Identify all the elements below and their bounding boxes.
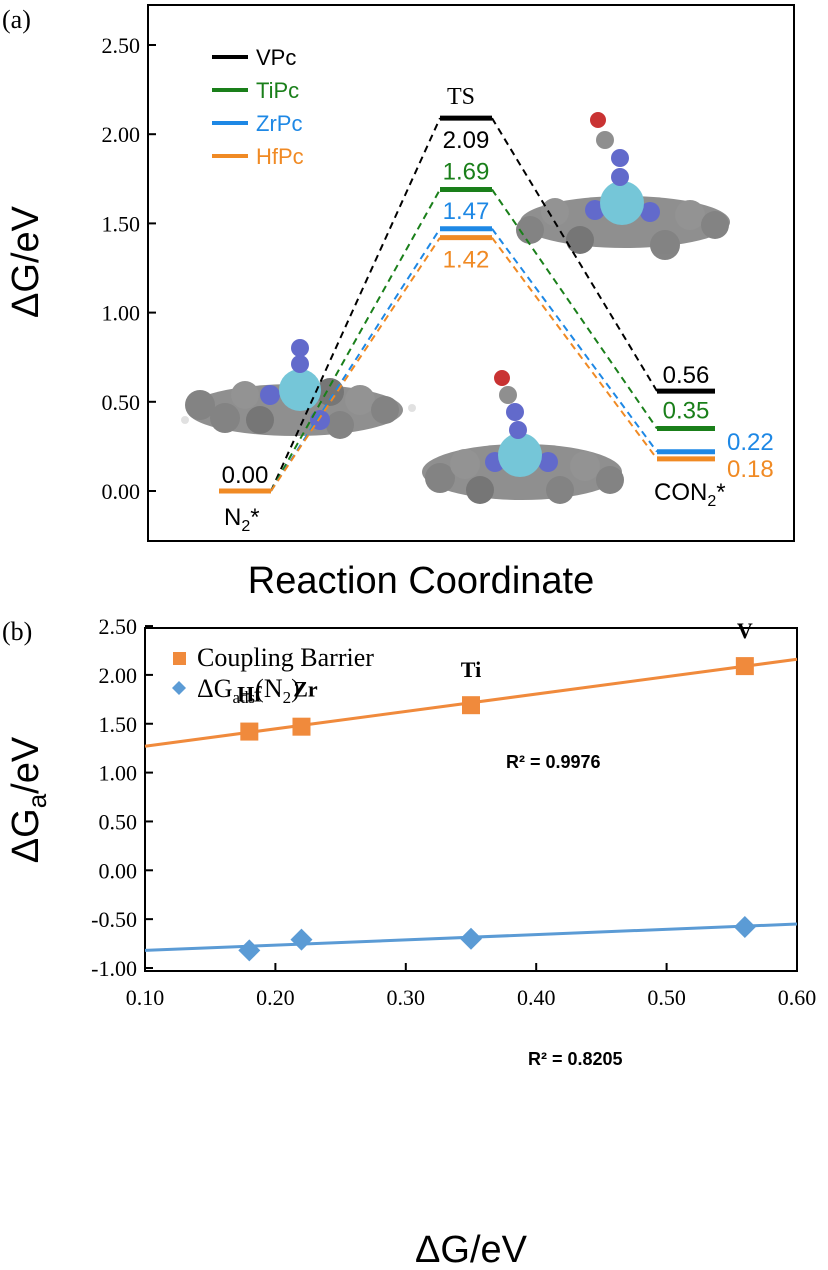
vpc-value-label: 0.56 — [663, 362, 710, 389]
point-label-zr: Zr — [293, 677, 318, 702]
legend-barrier-marker — [173, 652, 186, 665]
molecule-n2-adsorbed — [181, 339, 416, 439]
molecule-transition-state — [422, 370, 624, 504]
legend-tipc-label: TiPc — [256, 78, 299, 103]
stage-label-initial: N2* — [224, 504, 260, 535]
panel-a-y-label: ΔG/eV — [5, 205, 47, 318]
a-y-tick-label: 0.00 — [102, 479, 141, 504]
panel-b-frame — [144, 627, 798, 972]
vpc-value-label: 2.09 — [443, 127, 490, 154]
a-y-tick-label: 1.50 — [102, 211, 141, 236]
a-y-tick-label: 2.50 — [102, 33, 141, 58]
legend-zrpc-label: ZrPc — [256, 111, 302, 136]
panel-a-label: (a) — [2, 5, 31, 34]
b-y-tick-label: 2.00 — [99, 663, 138, 688]
b-y-tick-label: 1.50 — [99, 712, 138, 737]
zrpc-value-label: 1.47 — [443, 198, 490, 225]
coupling-barrier-point — [735, 657, 754, 676]
gads-n2-point — [460, 927, 482, 950]
b-y-tick-label: 0.50 — [99, 809, 138, 834]
zrpc-connector — [491, 228, 658, 453]
b-x-tick-label: 0.10 — [126, 985, 165, 1010]
vpc-connector — [491, 117, 658, 392]
a-y-tick-label: 0.50 — [102, 390, 141, 415]
legend-hfpc-label: HfPc — [256, 144, 304, 169]
b-y-tick-label: -0.50 — [91, 907, 137, 932]
panel-a-frame — [147, 4, 795, 542]
a-y-tick-label: 2.00 — [102, 122, 141, 147]
gads-n2-point — [290, 928, 313, 951]
r2-barrier: R² = 0.9976 — [506, 752, 601, 772]
hfpc-value-label: 1.42 — [443, 247, 490, 274]
legend-vpc-label: VPc — [256, 45, 296, 70]
point-label-v: V — [737, 618, 753, 643]
point-label-ti: Ti — [461, 657, 481, 682]
panel-b-y-label: ΔGa/eV — [5, 736, 52, 863]
stage-label-ts: TS — [447, 84, 475, 110]
panel-b: (b) -1.00 -0.50 0.00 0.50 1.00 1.50 2.00 2.50 0.… — [2, 614, 816, 1270]
panel-a-energy-profile: 0.00 2.09 0.56 1.69 0.35 1.47 0.22 1.42 0.18 — [219, 115, 774, 494]
tipc-connector — [491, 188, 658, 430]
vpc-value-label: 0.00 — [222, 462, 269, 489]
panel-a-legend: VPc TiPc ZrPc HfPc — [212, 45, 304, 169]
b-x-tick-label: 0.40 — [517, 985, 556, 1010]
a-y-tick-label: 1.00 — [102, 301, 141, 326]
legend-ads-marker — [172, 681, 186, 695]
coupling-barrier-point — [292, 717, 311, 736]
b-x-tick-label: 0.50 — [647, 985, 686, 1010]
panel-b-data: Hf Zr Ti V — [144, 618, 798, 962]
hfpc-connector — [491, 237, 658, 460]
b-x-tick-label: 0.30 — [387, 985, 426, 1010]
hfpc-connector — [270, 237, 441, 492]
tipc-connector — [270, 189, 441, 492]
b-y-tick-label: 0.00 — [99, 858, 138, 883]
coupling-barrier-point — [462, 696, 480, 715]
point-label-hf: Hf — [237, 682, 262, 707]
zrpc-value-label: 0.22 — [727, 429, 774, 456]
gads-n2-point — [238, 939, 261, 962]
stage-label-final: CON2* — [654, 479, 726, 510]
b-y-tick-label: 2.50 — [99, 614, 138, 639]
b-x-tick-label: 0.60 — [778, 985, 817, 1010]
panel-b-label: (b) — [2, 617, 32, 646]
b-y-tick-label: 1.00 — [99, 761, 138, 786]
hfpc-value-label: 0.18 — [727, 456, 774, 483]
panel-a-y-axis: 0.00 0.50 1.00 1.50 2.00 2.50 — [102, 33, 156, 504]
molecule-con2-product — [516, 112, 730, 260]
tipc-value-label: 1.69 — [443, 159, 490, 186]
panel-a: (a) 0.00 0.50 1.00 1.50 2.00 2.50 ΔG/eV React… — [2, 4, 795, 602]
panel-a-x-label: Reaction Coordinate — [248, 560, 594, 602]
gads-n2-point — [733, 915, 756, 938]
legend-ads-label: ΔGads(N2) — [197, 674, 300, 707]
tipc-value-label: 0.35 — [663, 398, 710, 425]
vpc-connector — [270, 117, 441, 492]
legend-barrier-label: Coupling Barrier — [197, 643, 374, 672]
b-y-tick-label: -1.00 — [91, 956, 137, 981]
coupling-barrier-point — [240, 722, 259, 741]
panel-b-axes: -1.00 -0.50 0.00 0.50 1.00 1.50 2.00 2.50 0.10 0.… — [91, 614, 816, 1010]
b-x-tick-label: 0.20 — [256, 985, 295, 1010]
panel-b-x-label: ΔG/eV — [415, 1229, 528, 1270]
r2-ads: R² = 0.8205 — [528, 1049, 623, 1069]
